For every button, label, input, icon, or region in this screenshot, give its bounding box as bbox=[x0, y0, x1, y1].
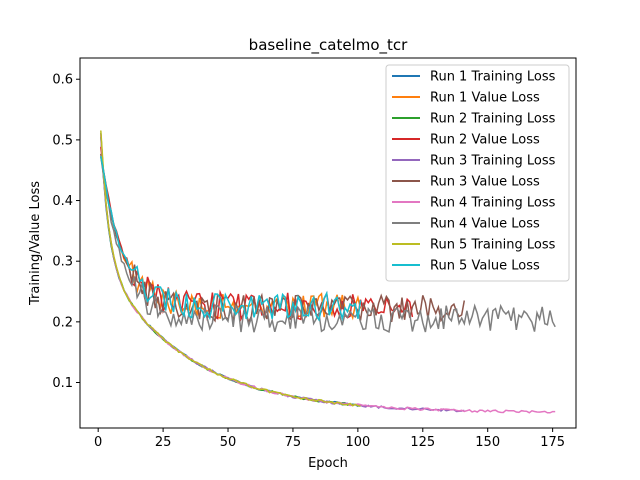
x-tick-label: 150 bbox=[475, 435, 500, 450]
axes-layer: 0 25 50 75 100 125 150 175 0.1 0.2 0.3 0.4 0.5 0.6 bbox=[52, 57, 577, 450]
legend: Run 1 Training Loss Run 1 Value Loss Run 2… bbox=[385, 64, 570, 282]
legend-label: Run 5 Training Loss bbox=[430, 238, 556, 253]
chart-title: baseline_catelmo_tcr bbox=[249, 36, 408, 55]
legend-label: Run 1 Value Loss bbox=[430, 91, 540, 106]
y-tick-label: 0.1 bbox=[52, 376, 73, 391]
series-line-8 bbox=[100, 156, 556, 334]
legend-label: Run 2 Value Loss bbox=[430, 133, 540, 148]
x-tick-label: 75 bbox=[285, 435, 302, 450]
legend-label: Run 1 Training Loss bbox=[430, 70, 556, 85]
legend-label: Run 3 Value Loss bbox=[430, 175, 540, 190]
legend-label: Run 3 Training Loss bbox=[430, 154, 556, 169]
legend-label: Run 4 Value Loss bbox=[430, 217, 540, 232]
y-tick-label: 0.4 bbox=[52, 194, 73, 209]
x-tick-label: 25 bbox=[155, 435, 172, 450]
series-line-10 bbox=[100, 156, 362, 322]
y-tick-label: 0.6 bbox=[52, 73, 73, 88]
x-axis-label: Epoch bbox=[308, 456, 348, 471]
y-tick-label: 0.3 bbox=[52, 255, 73, 270]
series-line-9 bbox=[100, 130, 361, 407]
x-tick-label: 175 bbox=[540, 435, 565, 450]
legend-box bbox=[385, 64, 570, 282]
x-tick-label: 0 bbox=[94, 435, 102, 450]
legend-label: Run 5 Value Loss bbox=[430, 259, 540, 274]
legend-label: Run 4 Training Loss bbox=[430, 196, 556, 211]
x-tick-label: 100 bbox=[345, 435, 370, 450]
legend-label: Run 2 Training Loss bbox=[430, 112, 556, 127]
series-layer bbox=[100, 130, 556, 414]
y-tick-label: 0.5 bbox=[52, 133, 73, 148]
x-tick-label: 125 bbox=[410, 435, 435, 450]
x-tick-label: 50 bbox=[220, 435, 237, 450]
y-axis-label: Training/Value Loss bbox=[28, 181, 43, 306]
y-tick-label: 0.2 bbox=[52, 315, 73, 330]
plot-frame bbox=[79, 57, 577, 429]
